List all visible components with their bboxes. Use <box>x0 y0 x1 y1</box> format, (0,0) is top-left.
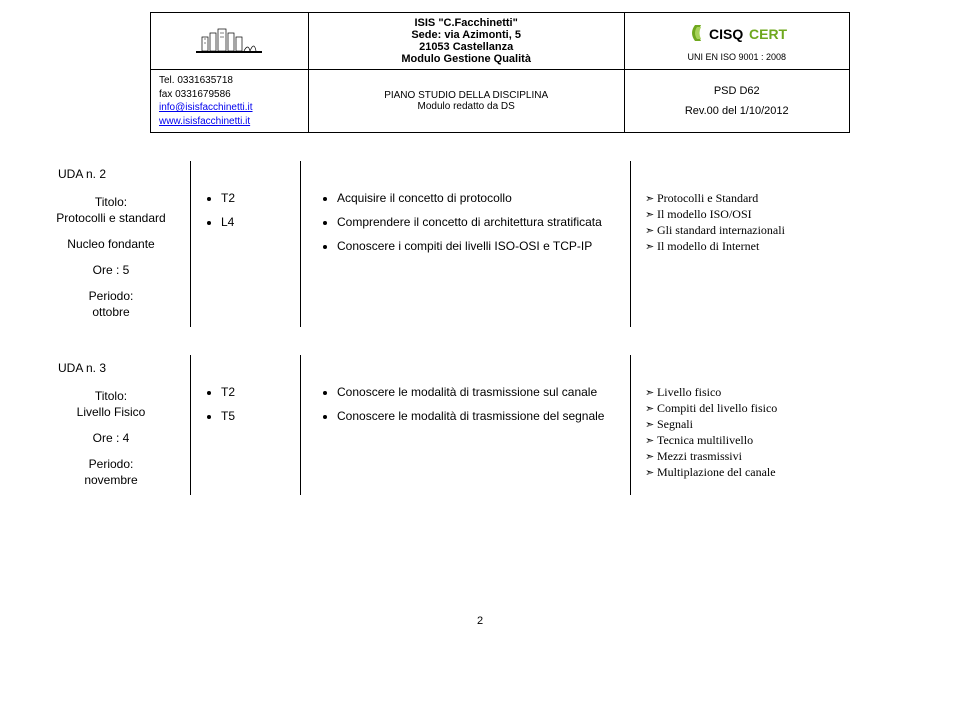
school-title-2: Sede: via Azimonti, 5 <box>317 29 616 41</box>
uda-3-objectives: Conoscere le modalità di trasmissione su… <box>300 355 630 495</box>
uda-2-left: UDA n. 2 Titolo: Protocolli e standard N… <box>40 161 190 327</box>
list-item: Il modello ISO/OSI <box>645 207 912 222</box>
cisqcert-icon: CISQ CERT <box>687 21 787 50</box>
uda-2-periodo: ottobre <box>40 305 182 319</box>
school-title-3: 21053 Castellanza <box>317 41 616 53</box>
svg-text:CERT: CERT <box>749 26 787 42</box>
list-item: L4 <box>221 215 292 229</box>
psd-text: PSD D62 <box>633 85 842 97</box>
building-icon <box>194 23 264 59</box>
list-item: Gli standard internazionali <box>645 223 912 238</box>
piano-cell: PIANO STUDIO DELLA DISCIPLINA Modulo red… <box>308 70 624 133</box>
uda-2-objectives: Acquisire il concetto di protocollo Comp… <box>300 161 630 327</box>
uda-2-titolo: Protocolli e standard <box>40 211 182 225</box>
school-logo-cell <box>151 13 309 70</box>
uda-3-ore: Ore : 4 <box>40 431 182 445</box>
school-title-1: ISIS "C.Facchinetti" <box>317 17 616 29</box>
rev-cell: PSD D62 Rev.00 del 1/10/2012 <box>624 70 850 133</box>
list-item: Tecnica multilivello <box>645 433 912 448</box>
uda-3-left: UDA n. 3 Titolo: Livello Fisico Ore : 4 … <box>40 355 190 495</box>
uda-3-topics: Livello fisico Compiti del livello fisic… <box>630 355 920 495</box>
piano-line-2: Modulo redatto da DS <box>317 101 616 112</box>
list-item: Comprendere il concetto di architettura … <box>337 215 618 229</box>
uda-2-periodo-label: Periodo: <box>40 289 182 303</box>
uda-2-row: UDA n. 2 Titolo: Protocolli e standard N… <box>40 161 920 327</box>
page-number: 2 <box>40 615 920 627</box>
uda-3-row: UDA n. 3 Titolo: Livello Fisico Ore : 4 … <box>40 355 920 495</box>
uda-2-nucleo: Nucleo fondante <box>40 237 182 251</box>
list-item: Livello fisico <box>645 385 912 400</box>
uda-2-number: UDA n. 2 <box>40 167 182 181</box>
list-item: Conoscere le modalità di trasmissione su… <box>337 385 618 399</box>
uda-2-titolo-label: Titolo: <box>40 195 182 209</box>
tel-text: Tel. 0331635718 <box>159 74 300 88</box>
contact-cell: Tel. 0331635718 fax 0331679586 info@isis… <box>151 70 309 133</box>
rev-text: Rev.00 del 1/10/2012 <box>633 105 842 117</box>
list-item: Mezzi trasmissivi <box>645 449 912 464</box>
uda-3-number: UDA n. 3 <box>40 361 182 375</box>
cert-logo-cell: CISQ CERT UNI EN ISO 9001 : 2008 <box>624 13 850 70</box>
list-item: Multiplazione del canale <box>645 465 912 480</box>
uda-2-ore: Ore : 5 <box>40 263 182 277</box>
uni-iso-text: UNI EN ISO 9001 : 2008 <box>633 52 842 62</box>
uda-3-titolo: Livello Fisico <box>40 405 182 419</box>
list-item: T2 <box>221 191 292 205</box>
uda-3-titolo-label: Titolo: <box>40 389 182 403</box>
list-item: Acquisire il concetto di protocollo <box>337 191 618 205</box>
svg-text:CISQ: CISQ <box>709 26 743 42</box>
list-item: T2 <box>221 385 292 399</box>
uda-2-topics: Protocolli e Standard Il modello ISO/OSI… <box>630 161 920 327</box>
uda-3-codes: T2 T5 <box>190 355 300 495</box>
header-table: ISIS "C.Facchinetti" Sede: via Azimonti,… <box>150 12 850 133</box>
piano-line-1: PIANO STUDIO DELLA DISCIPLINA <box>317 90 616 101</box>
fax-text: fax 0331679586 <box>159 88 300 102</box>
list-item: Segnali <box>645 417 912 432</box>
list-item: Il modello di Internet <box>645 239 912 254</box>
email-link[interactable]: info@isisfacchinetti.it <box>159 102 253 113</box>
list-item: Protocolli e Standard <box>645 191 912 206</box>
uda-3-periodo: novembre <box>40 473 182 487</box>
list-item: Conoscere le modalità di trasmissione de… <box>337 409 618 423</box>
list-item: T5 <box>221 409 292 423</box>
uda-2-codes: T2 L4 <box>190 161 300 327</box>
school-title-cell: ISIS "C.Facchinetti" Sede: via Azimonti,… <box>308 13 624 70</box>
school-title-4: Modulo Gestione Qualità <box>317 53 616 65</box>
list-item: Conoscere i compiti dei livelli ISO-OSI … <box>337 239 618 253</box>
list-item: Compiti del livello fisico <box>645 401 912 416</box>
web-link[interactable]: www.isisfacchinetti.it <box>159 116 250 127</box>
uda-3-periodo-label: Periodo: <box>40 457 182 471</box>
